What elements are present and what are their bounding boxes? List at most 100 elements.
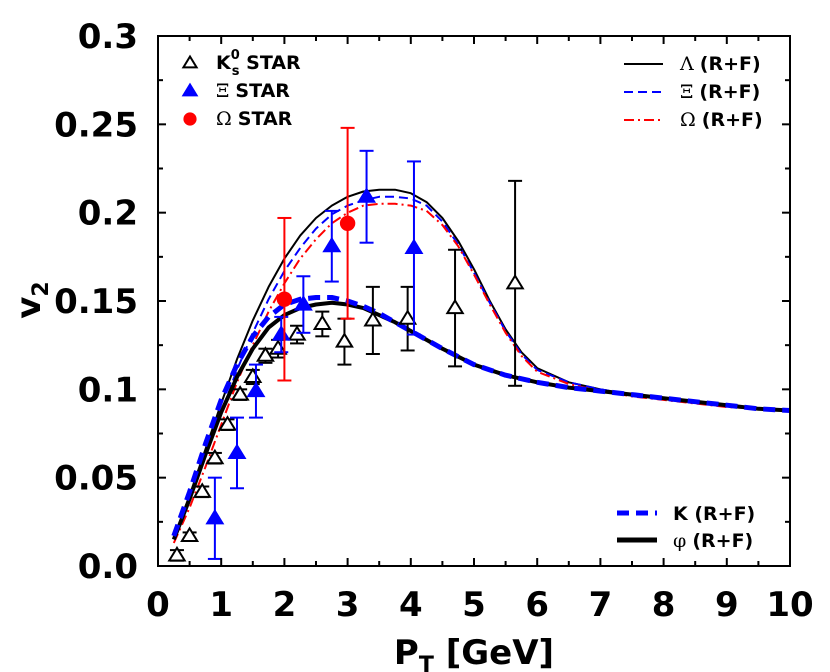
- x-tick-label: 10: [766, 585, 813, 625]
- legend-item: K0 s STAR: [181, 48, 301, 79]
- filled-triangle-marker-icon: [181, 82, 199, 97]
- axis-ticks: [157, 35, 791, 567]
- data-point: [205, 448, 225, 465]
- data-point: [334, 317, 354, 366]
- data-point: [230, 385, 250, 401]
- y-tick-label: 0.3: [78, 17, 138, 57]
- y-tick-label: 0.0: [78, 547, 138, 587]
- y-tick-label: 0.05: [54, 459, 138, 499]
- legend-item: K (R+F): [617, 503, 755, 525]
- data-point: [293, 275, 313, 334]
- curve-k-r-f: [171, 295, 791, 537]
- legend-label: Ξ STAR: [216, 80, 290, 102]
- data-point: [255, 346, 275, 364]
- data-point: [246, 363, 266, 419]
- data-point: [404, 160, 424, 336]
- legend-label: K (R+F): [673, 503, 755, 525]
- filled-triangle-marker-icon: [205, 508, 225, 525]
- model-curves: [171, 188, 791, 544]
- open-triangle-marker-icon: [243, 367, 263, 384]
- data-point: [505, 179, 525, 387]
- y-tick-label: 0.1: [78, 370, 138, 410]
- open-triangle-marker-icon: [180, 526, 200, 543]
- data-point: [357, 149, 377, 244]
- x-axis-title: PT [GeV]: [394, 633, 554, 672]
- legend-label: Ω (R+F): [680, 109, 763, 131]
- filled-triangle-marker-icon: [271, 325, 291, 341]
- legend-meson-models: K (R+F) φ (R+F): [617, 503, 755, 552]
- filled-triangle-marker-icon: [357, 187, 377, 203]
- open-triangle-marker-icon: [312, 314, 332, 331]
- legend-item: φ (R+F): [617, 530, 753, 552]
- open-triangle-marker-icon: [230, 385, 250, 401]
- legend-item: Ξ STAR: [181, 80, 290, 102]
- data-point: [322, 209, 342, 283]
- filled-triangle-marker-icon: [246, 381, 266, 398]
- data-point: [243, 367, 263, 386]
- data-point: [167, 545, 187, 562]
- y-tick-label: 0.2: [78, 194, 138, 234]
- legend-label: φ (R+F): [673, 530, 753, 552]
- x-tick-label: 2: [273, 585, 297, 625]
- open-triangle-marker-icon: [205, 448, 225, 465]
- filled-triangle-marker-icon: [293, 295, 313, 311]
- open-triangle-marker-icon: [181, 54, 199, 69]
- open-triangle-marker-icon: [445, 298, 465, 315]
- y-tick-label: 0.25: [54, 105, 138, 145]
- open-triangle-marker-icon: [218, 415, 238, 431]
- legend-item: Ω STAR: [183, 108, 293, 130]
- x-tick-label: 1: [209, 585, 233, 625]
- legend-label: Λ (R+F): [679, 53, 761, 75]
- circle-marker-icon: [183, 112, 197, 126]
- points-k0s-star: [167, 179, 525, 562]
- data-point: [218, 415, 238, 431]
- x-tick-label: 6: [525, 585, 549, 625]
- curve-xi-r-f: [172, 195, 791, 539]
- curve-omega-r-f: [172, 202, 791, 544]
- data-point: [276, 216, 293, 382]
- legend-label: Ξ (R+F): [680, 81, 760, 103]
- open-triangle-marker-icon: [334, 332, 354, 348]
- open-triangle-marker-icon: [398, 309, 418, 325]
- legend-item: Ω (R+F): [624, 109, 763, 131]
- open-triangle-marker-icon: [363, 310, 383, 327]
- x-tick-label: 5: [462, 585, 486, 625]
- legend-label: K0 s STAR: [216, 48, 301, 79]
- circle-marker-icon: [339, 215, 356, 231]
- legend-item: Ξ (R+F): [624, 81, 760, 103]
- y-tick-label: 0.15: [54, 282, 138, 322]
- data-point: [180, 526, 200, 543]
- x-tick-label: 9: [715, 585, 739, 625]
- filled-triangle-marker-icon: [404, 238, 424, 255]
- data-point: [312, 310, 332, 338]
- data-point: [363, 285, 383, 355]
- x-tick-label: 4: [399, 585, 423, 625]
- tick-labels: 0 1 2 3 4 5 6 7 8 9 10 0.0 0.05 0.1 0.15 0.2 0.25 0.3: [54, 17, 814, 625]
- open-triangle-marker-icon: [505, 273, 525, 290]
- legend-item: Λ (R+F): [624, 53, 761, 75]
- data-point: [398, 285, 418, 352]
- data-point: [445, 248, 465, 368]
- filled-triangle-marker-icon: [322, 236, 342, 253]
- circle-marker-icon: [276, 291, 293, 307]
- x-tick-label: 8: [652, 585, 676, 625]
- legend-label: Ω STAR: [216, 108, 293, 130]
- points-omega-star: [276, 126, 356, 382]
- open-triangle-marker-icon: [167, 545, 187, 562]
- data-point: [227, 416, 247, 490]
- open-triangle-marker-icon: [192, 482, 212, 498]
- data-point: [192, 482, 212, 499]
- data-point: [205, 476, 225, 560]
- filled-triangle-marker-icon: [227, 443, 247, 459]
- x-tick-label: 3: [336, 585, 360, 625]
- y-axis-title: v2: [9, 281, 54, 318]
- data-point: [339, 126, 356, 320]
- legend-baryon-models: Λ (R+F) Ξ (R+F) Ω (R+F): [624, 53, 763, 131]
- points-xi-star: [205, 149, 424, 560]
- x-tick-label: 7: [589, 585, 613, 625]
- x-tick-label: 0: [146, 585, 170, 625]
- data-points: [167, 126, 525, 562]
